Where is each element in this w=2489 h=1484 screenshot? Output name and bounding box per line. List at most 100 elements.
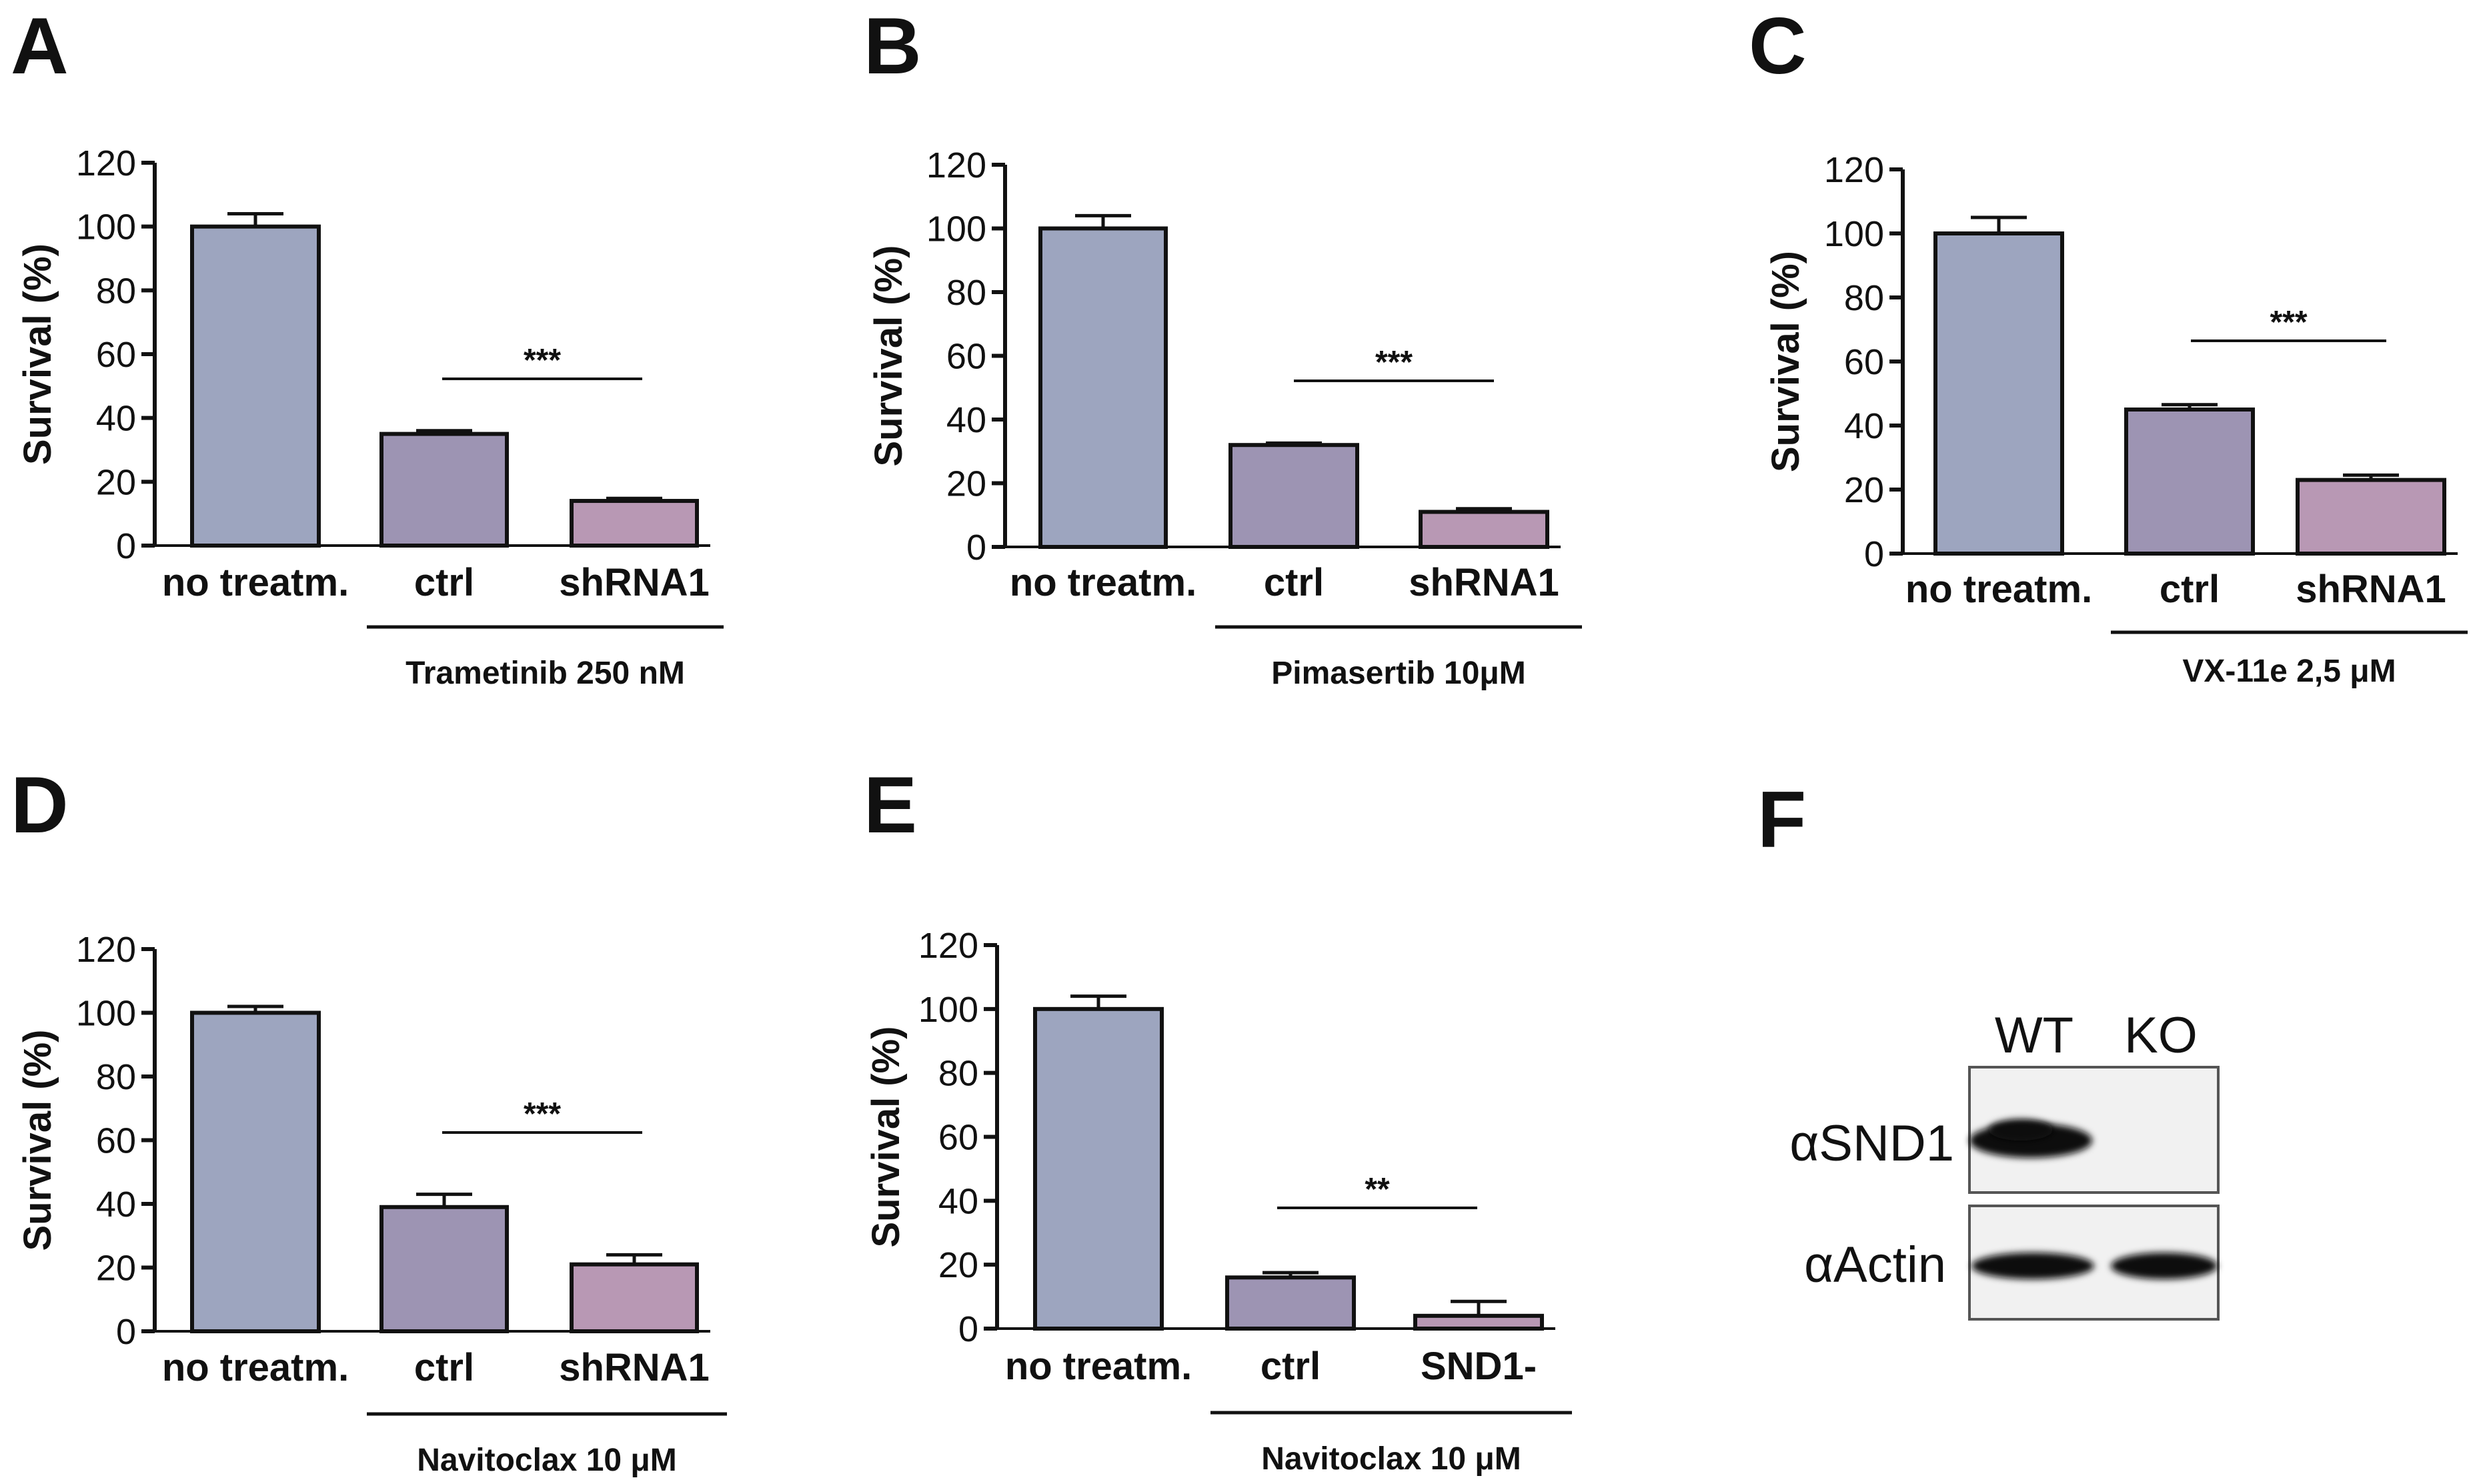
panel-label-d: D (11, 760, 69, 850)
panel-e-y-tick-label-80: 80 (938, 1054, 978, 1094)
panel-c-bar-1 (2124, 408, 2255, 556)
panel-e-y-tick-label-0: 0 (958, 1309, 978, 1349)
chart-panel-a: 0 20 40 60 80 100 120 Survival (%) no treatm. ctr… (16, 143, 724, 691)
panel-e-treatment-label: Navitoclax 10 μM (1261, 1441, 1521, 1477)
panel-b-y-tick-label-40: 40 (946, 400, 986, 440)
panel-c-y-tick-label-0: 0 (1864, 534, 1884, 574)
blot-row-label-snd1: αSND1 (1789, 1115, 1954, 1172)
lane-label-ko: KO (2124, 1007, 2198, 1064)
panel-b-category-label-1: ctrl (1264, 561, 1324, 604)
panel-a-treatment-label: Trametinib 250 nM (405, 656, 685, 691)
panel-d-bar-0 (190, 1010, 321, 1333)
panel-c-y-tick-label-120: 120 (1824, 150, 1884, 190)
panel-e-bar-0 (1033, 1006, 1164, 1331)
panel-e-bar-1 (1225, 1275, 1356, 1331)
panel-b-category-label-2: shRNA1 (1409, 561, 1559, 604)
panel-d-significance-label: *** (524, 1096, 561, 1132)
panel-b-y-tick-label-80: 80 (946, 273, 986, 313)
panel-d-y-axis-label: Survival (%) (16, 1030, 59, 1251)
panel-e-significance-label: ** (1365, 1172, 1390, 1207)
panel-b-significance-label: *** (1375, 345, 1413, 380)
western-blot: WT KO αSND1 αActin (1789, 1007, 2220, 1321)
panel-c-category-label-1: ctrl (2160, 568, 2220, 611)
panel-label-e: E (864, 760, 917, 850)
panel-c-bar-2 (2296, 478, 2446, 556)
chart-panel-e: 0 20 40 60 80 100 120 Survival (%) no treatm. ctr… (864, 926, 1572, 1477)
panel-d-y-tick-label-80: 80 (96, 1057, 136, 1097)
panel-e-y-tick-label-100: 100 (918, 990, 978, 1030)
chart-panel-d: 0 20 40 60 80 100 120 Survival (%) no treatm. ctr… (16, 930, 727, 1478)
panel-d-bar-2 (570, 1262, 699, 1333)
panel-a-category-label-2: shRNA1 (559, 561, 710, 604)
panel-a-y-tick-label-40: 40 (96, 399, 136, 439)
panel-a-significance-label: *** (524, 343, 561, 378)
panel-b-bar-0 (1038, 226, 1168, 549)
chart-panel-b: 0 20 40 60 80 100 120 Survival (%) no treatm. ctr… (867, 145, 1582, 691)
blot-band-actin-wt (1971, 1253, 2094, 1279)
panel-b-bar-2 (1419, 510, 1549, 549)
panel-e-y-tick-label-20: 20 (938, 1245, 978, 1285)
panel-d-y-tick-label-0: 0 (116, 1312, 136, 1352)
panel-a-y-tick-label-100: 100 (76, 207, 136, 247)
panel-d-y-tick-label-60: 60 (96, 1121, 136, 1161)
panel-b-y-axis-label: Survival (%) (867, 245, 910, 467)
panel-a-bar-1 (379, 432, 509, 548)
panel-e-category-label-0: no treatm. (1005, 1345, 1192, 1388)
panel-c-category-label-2: shRNA1 (2296, 568, 2446, 611)
panel-d-y-tick-label-40: 40 (96, 1185, 136, 1225)
panel-b-y-tick-label-120: 120 (926, 145, 986, 185)
panel-a-y-tick-label-60: 60 (96, 335, 136, 375)
blot-band-actin-ko (2111, 1253, 2218, 1279)
panel-b-y-tick-label-0: 0 (966, 528, 986, 568)
panel-c-y-tick-label-20: 20 (1844, 470, 1884, 510)
panel-c-significance-label: *** (2270, 305, 2307, 340)
panel-label-b: B (864, 1, 922, 91)
panel-d-y-tick-label-100: 100 (76, 994, 136, 1034)
panel-c-y-tick-label-100: 100 (1824, 214, 1884, 254)
panel-a-y-tick-label-0: 0 (116, 526, 136, 566)
panel-label-c: C (1749, 1, 1807, 91)
panel-b-bar-1 (1228, 443, 1359, 550)
panel-d-treatment-label: Navitoclax 10 μM (417, 1443, 677, 1478)
panel-a-y-axis-label: Survival (%) (16, 243, 59, 465)
panel-c-bar-0 (1933, 231, 2064, 556)
panel-a-bar-0 (190, 224, 321, 548)
panel-e-y-axis-label: Survival (%) (864, 1026, 908, 1248)
panel-e-bar-2 (1413, 1313, 1544, 1331)
panel-a-bar-2 (570, 499, 699, 548)
panel-e-y-tick-label-60: 60 (938, 1118, 978, 1158)
panel-e-category-label-2: SND1- (1421, 1345, 1537, 1388)
panel-e-category-label-1: ctrl (1261, 1345, 1321, 1388)
panel-b-treatment-label: Pimasertib 10μM (1271, 656, 1526, 691)
chart-panel-c: 0 20 40 60 80 100 120 Survival (%) no treatm. ctr… (1764, 150, 2468, 689)
panel-b-y-tick-label-20: 20 (946, 464, 986, 504)
panel-e-y-tick-label-40: 40 (938, 1181, 978, 1221)
blot-band-snd1-wt-upper (1989, 1119, 2053, 1141)
blot-row-label-actin: αActin (1804, 1237, 1946, 1293)
panel-d-y-tick-label-120: 120 (76, 930, 136, 970)
panel-a-y-tick-label-80: 80 (96, 271, 136, 311)
panel-c-treatment-label: VX-11e 2,5 μM (2182, 654, 2396, 689)
panel-a-y-tick-label-120: 120 (76, 143, 136, 183)
panel-c-y-tick-label-40: 40 (1844, 406, 1884, 446)
panel-d-category-label-2: shRNA1 (559, 1346, 710, 1389)
panel-c-y-axis-label: Survival (%) (1764, 251, 1807, 472)
panel-a-category-label-0: no treatm. (162, 561, 349, 604)
lane-label-wt: WT (1995, 1007, 2073, 1064)
panel-c-y-tick-label-60: 60 (1844, 342, 1884, 382)
panel-e-y-tick-label-120: 120 (918, 926, 978, 966)
panel-a-category-label-1: ctrl (414, 561, 474, 604)
panel-b-y-tick-label-60: 60 (946, 337, 986, 377)
panel-d-bar-1 (379, 1205, 509, 1334)
panel-a-y-tick-label-20: 20 (96, 462, 136, 502)
panel-b-y-tick-label-100: 100 (926, 209, 986, 249)
panel-c-category-label-0: no treatm. (1905, 568, 2092, 611)
panel-b-category-label-0: no treatm. (1010, 561, 1196, 604)
panel-c-y-tick-label-80: 80 (1844, 278, 1884, 318)
panel-d-category-label-0: no treatm. (162, 1346, 349, 1389)
panel-label-f: F (1757, 775, 1806, 864)
panel-d-category-label-1: ctrl (414, 1346, 474, 1389)
panel-d-y-tick-label-20: 20 (96, 1249, 136, 1289)
panel-label-a: A (11, 1, 69, 91)
